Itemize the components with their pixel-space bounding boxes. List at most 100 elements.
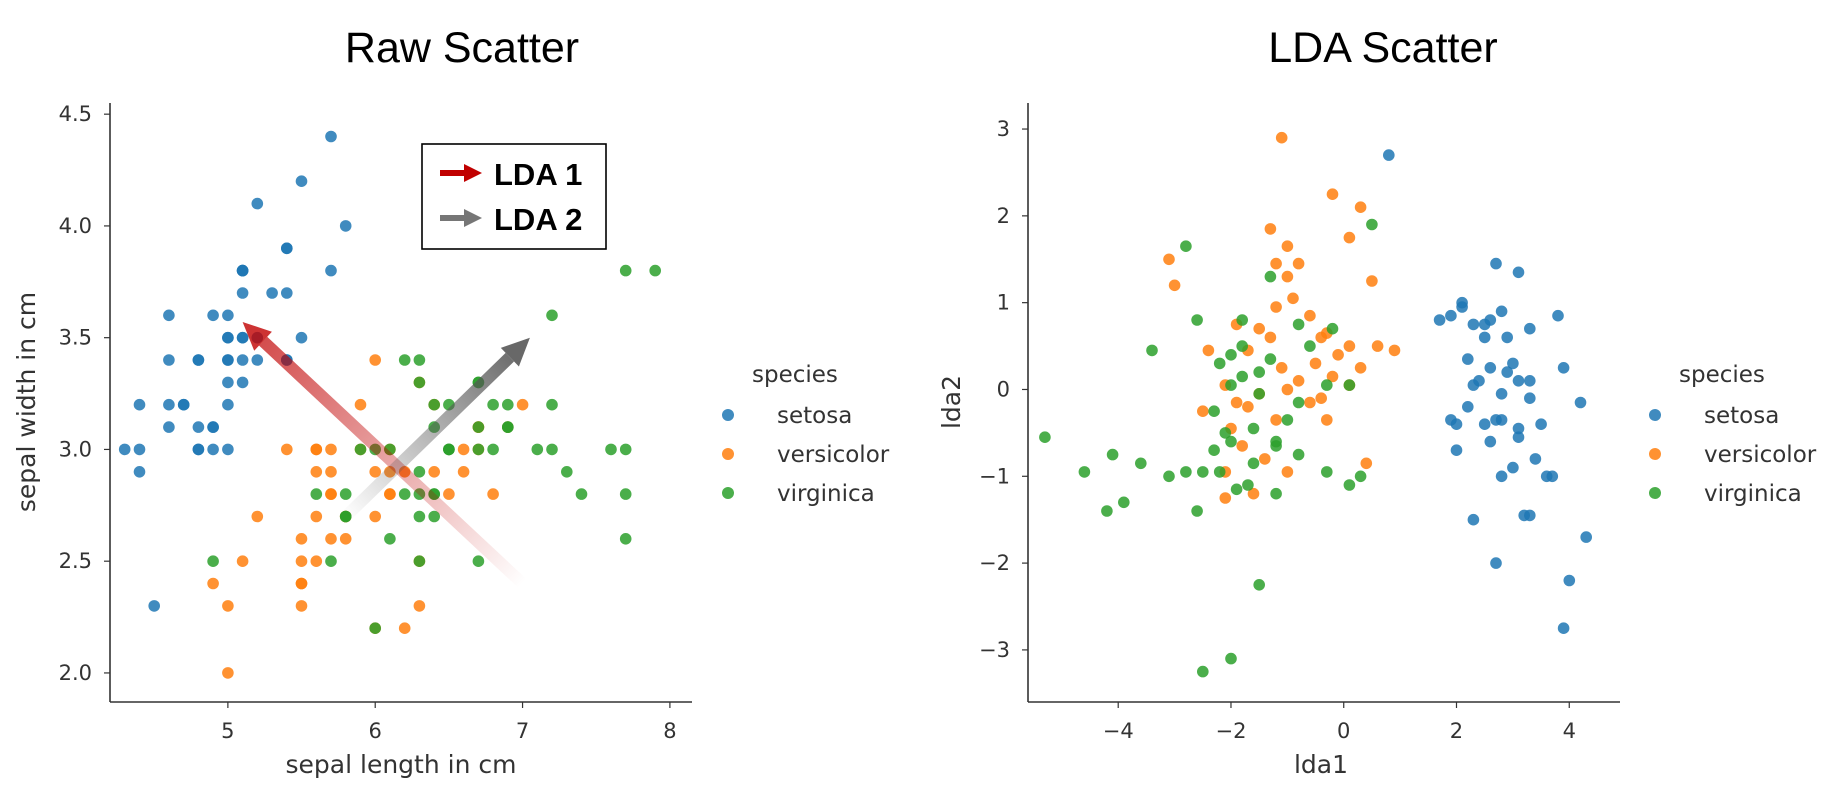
lda-point-setosa-33 — [1456, 296, 1468, 309]
lda-x-axis-label: lda1 — [1294, 750, 1348, 779]
raw-point-versicolor-39 — [295, 555, 308, 567]
lda-point-virginica-4 — [1236, 314, 1248, 326]
lda-point-virginica-20 — [1208, 405, 1220, 418]
lda-point-versicolor-1 — [1326, 188, 1339, 200]
lda-point-versicolor-48 — [1388, 344, 1401, 357]
lda-point-versicolor-32 — [1315, 392, 1327, 405]
lda-point-virginica-12 — [1264, 353, 1277, 365]
lda-point-setosa-31 — [1557, 622, 1570, 634]
raw-point-virginica-11 — [428, 510, 441, 523]
lda-species-legend: species setosa versicolor virginica — [1649, 362, 1817, 507]
lda-point-versicolor-7 — [1270, 257, 1282, 270]
raw-point-setosa-30 — [192, 421, 205, 433]
lda-point-versicolor-24 — [1332, 349, 1344, 361]
raw-point-setosa-16 — [281, 242, 293, 255]
lda-point-setosa-45 — [1501, 366, 1513, 378]
raw-y-tick-label: 2.5 — [59, 549, 92, 573]
lda-point-setosa-47 — [1450, 418, 1463, 431]
lda-point-versicolor-29 — [1292, 375, 1305, 387]
lda1-legend-arrow — [440, 164, 482, 182]
raw-point-versicolor-29 — [325, 533, 337, 545]
lda-legend-marker-versicolor — [1649, 448, 1661, 460]
lda-point-virginica-8 — [1146, 344, 1158, 357]
lda-point-virginica-11 — [1213, 357, 1226, 370]
raw-legend-label-versicolor: versicolor — [777, 442, 890, 468]
raw-point-setosa-1 — [207, 443, 219, 456]
lda-point-setosa-8 — [1524, 322, 1536, 335]
raw-y-tick-label: 2.0 — [59, 661, 92, 685]
raw-point-versicolor-3 — [295, 600, 308, 612]
lda-direction-legend: LDA 1 LDA 2 — [421, 143, 607, 250]
lda-point-virginica-3 — [1191, 314, 1203, 326]
lda-point-versicolor-14 — [1304, 309, 1316, 322]
lda-point-virginica-19 — [1292, 396, 1305, 409]
lda-scatter-panel: LDA Scatter −4 −2 0 2 4 −3 −2 −1 0 1 2 3 lda1 lda2… — [937, 24, 1817, 779]
raw-y-ticks: 2.0 2.5 3.0 3.5 4.0 4.5 — [59, 102, 110, 685]
lda-point-virginica-30 — [1135, 457, 1147, 470]
lda-x-tick-label: 2 — [1450, 719, 1463, 743]
raw-point-setosa-48 — [266, 287, 278, 299]
raw-point-setosa-34 — [207, 421, 219, 433]
raw-point-versicolor-23 — [384, 488, 396, 500]
lda-point-versicolor-8 — [1292, 257, 1305, 270]
raw-point-setosa-8 — [133, 466, 146, 478]
raw-point-versicolor-7 — [207, 577, 219, 590]
lda-point-versicolor-46 — [1304, 396, 1316, 409]
lda-point-setosa-10 — [1462, 353, 1474, 365]
lda-point-setosa-36 — [1507, 357, 1519, 370]
lda-point-versicolor-9 — [1168, 279, 1181, 292]
raw-point-setosa-47 — [163, 398, 175, 411]
lda-y-tick-label: −3 — [979, 638, 1010, 662]
raw-scatter-annotation-arrows — [242, 322, 530, 588]
lda-point-virginica-16 — [1321, 379, 1333, 391]
raw-point-setosa-32 — [251, 197, 264, 210]
lda-point-virginica-25 — [1225, 435, 1237, 448]
lda-point-versicolor-19 — [1315, 331, 1327, 344]
raw-x-tick-label: 5 — [221, 719, 234, 743]
lda-legend-label-setosa: setosa — [1704, 403, 1779, 429]
lda-point-versicolor-45 — [1242, 401, 1254, 413]
lda-y-axis-label: lda2 — [937, 375, 966, 429]
lda-point-setosa-17 — [1524, 392, 1536, 405]
lda-point-virginica-10 — [1225, 349, 1237, 361]
raw-point-virginica-9 — [546, 309, 558, 322]
lda-point-virginica-23 — [1247, 422, 1260, 435]
lda-point-setosa-37 — [1473, 375, 1485, 387]
lda-point-virginica-31 — [1106, 448, 1119, 461]
lda-point-setosa-9 — [1552, 309, 1564, 322]
raw-point-versicolor-33 — [369, 510, 382, 523]
raw-y-tick-label: 4.5 — [59, 102, 92, 126]
raw-point-versicolor-45 — [325, 443, 337, 456]
raw-point-setosa-17 — [236, 331, 249, 344]
lda-point-setosa-28 — [1490, 557, 1502, 569]
lda-point-virginica-49 — [1270, 435, 1282, 448]
raw-scatter-panel: Raw Scatter 5 6 7 8 2.0 2.5 3.0 3.5 4.0 4.5 sepa… — [12, 24, 890, 779]
lda-point-versicolor-2 — [1354, 201, 1367, 213]
lda-point-setosa-24 — [1495, 470, 1508, 483]
raw-species-legend: species setosa versicolor virginica — [722, 362, 890, 507]
lda-point-virginica-14 — [1236, 370, 1248, 383]
lda-point-virginica-24 — [1208, 444, 1220, 457]
lda-point-virginica-7 — [1304, 340, 1316, 352]
raw-point-virginica-20 — [502, 398, 514, 411]
raw-point-virginica-3 — [413, 466, 426, 478]
lda-point-versicolor-23 — [1202, 344, 1215, 357]
raw-point-versicolor-48 — [236, 555, 249, 567]
lda-point-setosa-48 — [1518, 509, 1530, 522]
raw-point-setosa-35 — [222, 398, 234, 411]
raw-point-versicolor-34 — [281, 443, 293, 456]
raw-point-setosa-41 — [148, 600, 160, 612]
raw-point-virginica-43 — [487, 398, 499, 411]
raw-point-setosa-22 — [163, 309, 175, 322]
raw-x-ticks: 5 6 7 8 — [221, 702, 677, 743]
raw-y-axis-label: sepal width in cm — [12, 292, 41, 512]
lda-point-versicolor-47 — [1281, 383, 1294, 396]
lda-point-virginica-27 — [1292, 448, 1305, 461]
lda-point-virginica-48 — [1197, 665, 1209, 678]
lda-point-setosa-15 — [1495, 388, 1508, 400]
raw-point-virginica-12 — [487, 443, 499, 456]
raw-point-setosa-45 — [192, 443, 205, 456]
raw-point-setosa-42 — [133, 398, 146, 411]
lda-point-setosa-23 — [1529, 453, 1542, 465]
